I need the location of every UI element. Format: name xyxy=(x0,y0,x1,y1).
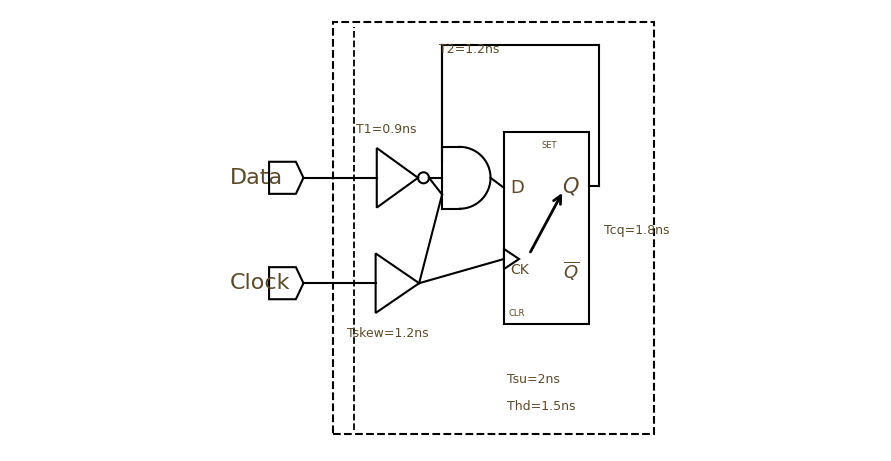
Text: CLR: CLR xyxy=(509,308,525,318)
Bar xyxy=(333,22,654,434)
Text: Tcq=1.8ns: Tcq=1.8ns xyxy=(603,224,669,237)
Text: T1=0.9ns: T1=0.9ns xyxy=(356,123,417,136)
Text: CK: CK xyxy=(510,263,528,278)
Text: Data: Data xyxy=(230,168,283,188)
Text: $\overline{Q}$: $\overline{Q}$ xyxy=(563,259,579,282)
Bar xyxy=(504,132,589,325)
Text: Tskew=1.2ns: Tskew=1.2ns xyxy=(347,327,429,340)
Text: Thd=1.5ns: Thd=1.5ns xyxy=(507,401,576,414)
Text: D: D xyxy=(510,179,524,197)
Text: Tsu=2ns: Tsu=2ns xyxy=(507,373,560,386)
Text: T2=1.2ns: T2=1.2ns xyxy=(438,43,499,56)
Text: $\mathit{Q}$: $\mathit{Q}$ xyxy=(562,175,580,197)
Text: SET: SET xyxy=(542,141,557,150)
Text: Clock: Clock xyxy=(230,273,290,293)
